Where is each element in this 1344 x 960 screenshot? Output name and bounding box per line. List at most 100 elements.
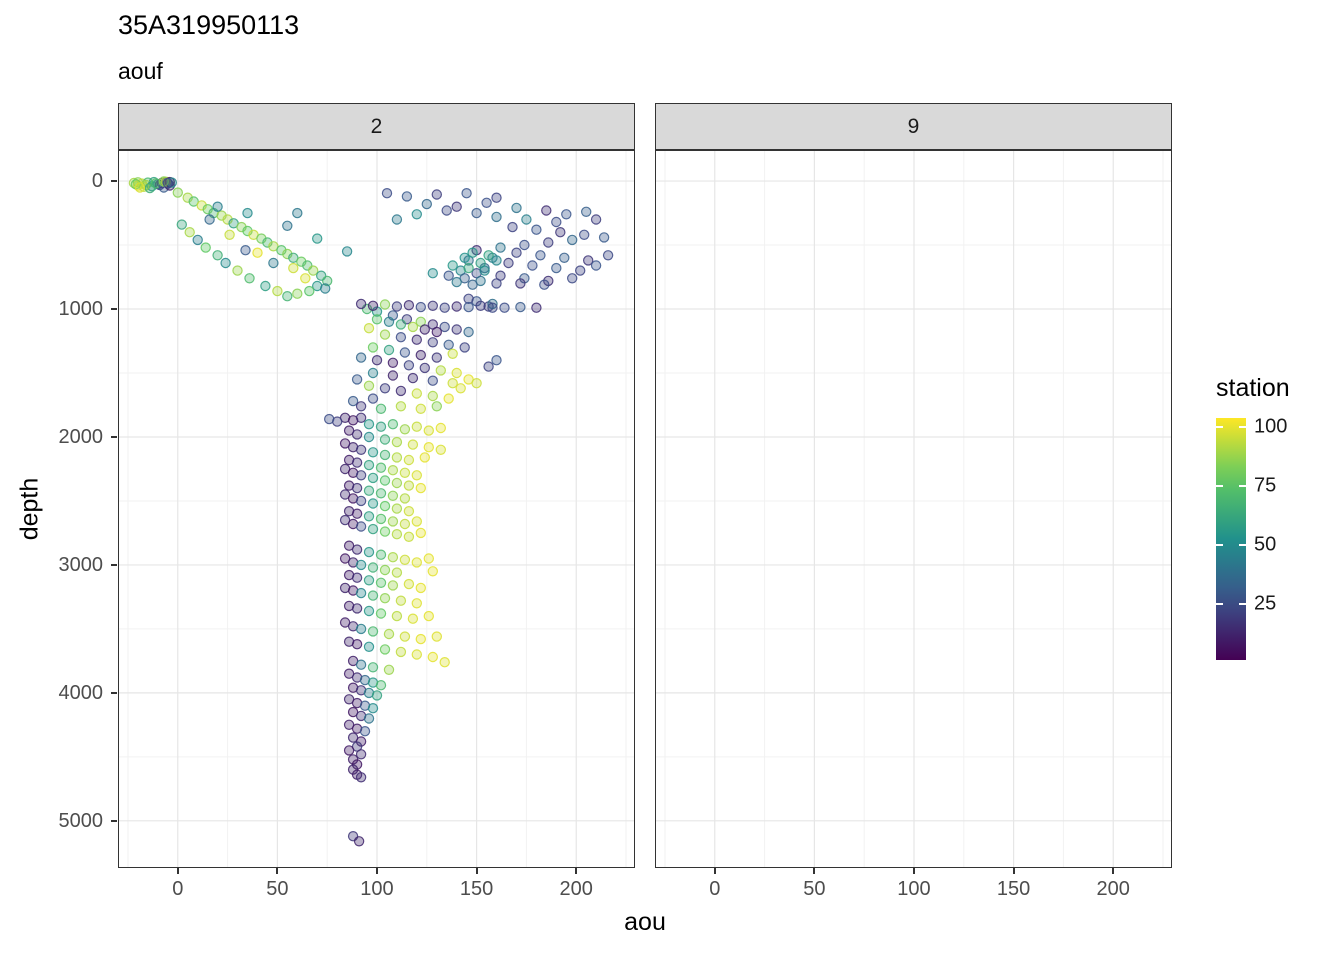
data-point bbox=[419, 452, 430, 463]
data-point bbox=[431, 326, 442, 338]
data-point bbox=[379, 593, 391, 604]
data-point bbox=[375, 680, 387, 691]
x-tick-mark bbox=[575, 868, 578, 874]
data-point bbox=[471, 207, 482, 219]
facet-panel-9 bbox=[655, 150, 1172, 868]
data-point bbox=[176, 219, 188, 230]
y-tick-label: 0 bbox=[91, 170, 103, 193]
data-point bbox=[220, 257, 231, 269]
data-point bbox=[443, 270, 454, 281]
x-tick-mark bbox=[1012, 868, 1015, 874]
data-point bbox=[441, 205, 452, 216]
y-tick-label: 1000 bbox=[58, 298, 104, 321]
data-point bbox=[351, 429, 363, 440]
data-point bbox=[379, 329, 391, 340]
y-tick-label: 2000 bbox=[58, 425, 104, 448]
x-tick-label: 150 bbox=[996, 878, 1031, 900]
data-point bbox=[363, 431, 375, 443]
data-point bbox=[367, 703, 379, 714]
data-point bbox=[451, 301, 462, 312]
y-axis-title: depth bbox=[15, 477, 44, 541]
facet-label-2: 2 bbox=[370, 114, 383, 138]
data-point bbox=[479, 265, 490, 276]
data-point bbox=[401, 191, 413, 202]
data-point bbox=[375, 488, 387, 499]
data-point bbox=[411, 334, 422, 345]
data-point bbox=[515, 278, 526, 289]
data-point bbox=[355, 298, 367, 310]
points-layer bbox=[128, 176, 614, 847]
data-point bbox=[575, 265, 586, 276]
legend-colorbar bbox=[1216, 418, 1246, 660]
data-point bbox=[375, 421, 387, 432]
data-point bbox=[407, 439, 419, 450]
data-point bbox=[491, 211, 502, 223]
data-point bbox=[403, 454, 415, 466]
y-tick-label: 4000 bbox=[58, 681, 104, 704]
colorbar-tick bbox=[1239, 485, 1246, 488]
data-point bbox=[427, 375, 438, 386]
data-point bbox=[367, 498, 379, 509]
data-point bbox=[399, 424, 411, 435]
data-point bbox=[579, 229, 590, 241]
data-point bbox=[467, 247, 478, 258]
data-point bbox=[411, 421, 422, 432]
data-point bbox=[355, 685, 367, 696]
data-point bbox=[447, 348, 458, 359]
data-point bbox=[355, 710, 367, 722]
data-point bbox=[288, 262, 299, 274]
facet-strip-2: 2 bbox=[118, 103, 635, 150]
data-point bbox=[222, 214, 233, 225]
data-point bbox=[242, 207, 253, 219]
data-point bbox=[391, 503, 403, 514]
y-tick-mark bbox=[111, 819, 117, 822]
data-point bbox=[355, 772, 367, 783]
data-point bbox=[395, 401, 407, 412]
x-tick-label: 0 bbox=[172, 878, 184, 900]
data-point bbox=[521, 214, 532, 225]
data-point bbox=[407, 613, 419, 624]
data-point bbox=[443, 393, 454, 404]
data-point bbox=[379, 644, 391, 655]
data-point bbox=[395, 385, 407, 397]
data-point bbox=[427, 300, 438, 311]
data-point bbox=[343, 745, 355, 756]
data-point bbox=[355, 559, 367, 571]
legend-tick-label: 50 bbox=[1254, 533, 1277, 556]
x-tick-label: 100 bbox=[360, 878, 394, 900]
data-point bbox=[282, 220, 293, 232]
data-point bbox=[481, 197, 492, 209]
x-tick-mark bbox=[1112, 868, 1115, 874]
legend-title: station bbox=[1216, 374, 1290, 402]
panel-canvas-9 bbox=[656, 151, 1171, 867]
data-point bbox=[353, 836, 365, 847]
data-point bbox=[304, 285, 315, 297]
data-point bbox=[367, 562, 379, 573]
data-point bbox=[459, 252, 470, 264]
data-point bbox=[379, 526, 391, 537]
data-point bbox=[443, 339, 454, 350]
data-point bbox=[463, 326, 474, 338]
data-point bbox=[387, 490, 399, 501]
data-point bbox=[311, 233, 323, 244]
data-point bbox=[355, 495, 367, 507]
data-point bbox=[375, 403, 387, 414]
data-point bbox=[355, 521, 367, 532]
x-tick-mark bbox=[813, 868, 816, 874]
data-point bbox=[363, 419, 375, 430]
data-point bbox=[224, 229, 235, 241]
data-point bbox=[419, 324, 430, 335]
data-point bbox=[507, 221, 518, 233]
data-point bbox=[387, 465, 399, 476]
data-point bbox=[415, 582, 426, 594]
plot-title: 35A319950113 bbox=[118, 10, 300, 40]
data-point bbox=[567, 273, 578, 284]
data-point bbox=[491, 192, 502, 203]
data-point bbox=[515, 301, 526, 313]
data-point bbox=[431, 631, 442, 642]
data-point bbox=[463, 293, 474, 304]
data-point bbox=[323, 413, 335, 425]
data-point bbox=[415, 482, 426, 494]
data-point bbox=[583, 255, 594, 266]
